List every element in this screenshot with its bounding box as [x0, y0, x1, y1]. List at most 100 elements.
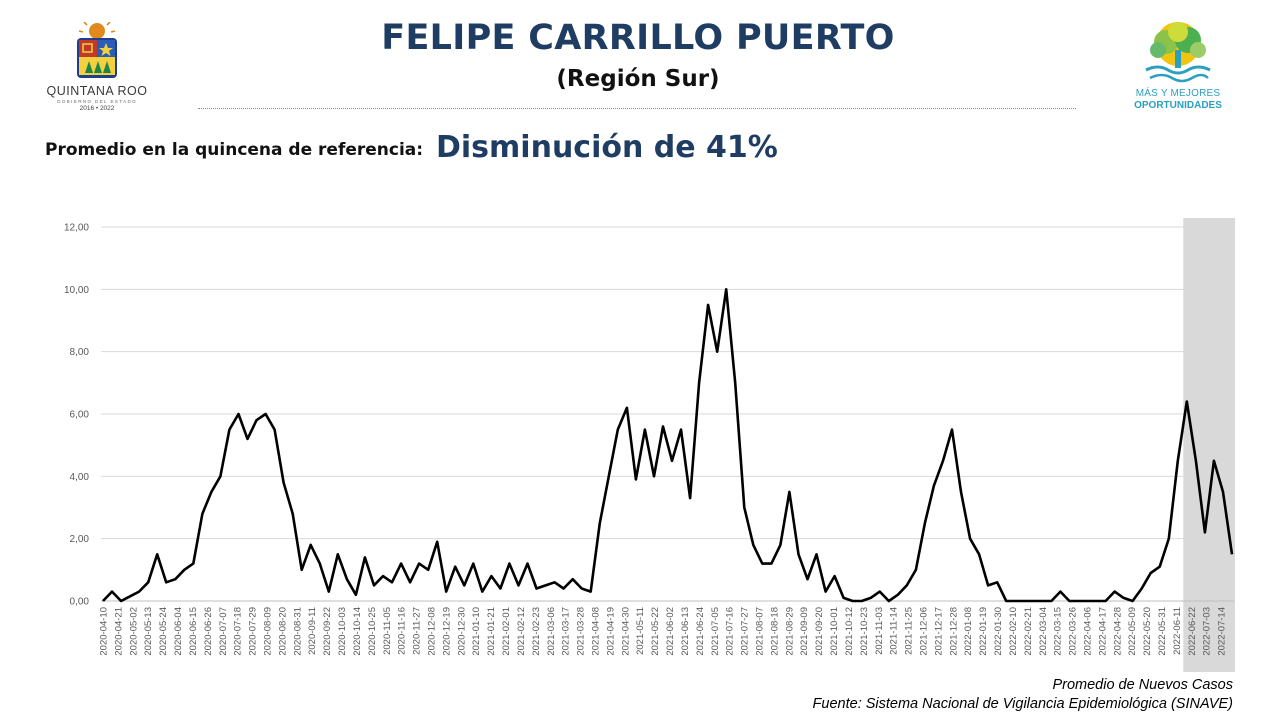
x-tick-label: 2022-05-31 — [1157, 607, 1168, 656]
x-tick-label: 2021-10-01 — [829, 607, 840, 656]
y-tick-label: 4,00 — [70, 472, 90, 483]
header-divider — [198, 108, 1076, 109]
x-tick-label: 2022-01-08 — [963, 607, 974, 656]
x-tick-label: 2021-10-12 — [844, 607, 855, 656]
x-tick-label: 2021-09-20 — [814, 607, 825, 656]
x-tick-label: 2022-04-17 — [1097, 607, 1108, 656]
x-tick-label: 2022-01-30 — [993, 607, 1004, 656]
x-tick-label: 2021-07-16 — [725, 607, 736, 656]
x-tick-label: 2021-02-12 — [516, 607, 527, 656]
x-tick-label: 2020-07-07 — [218, 607, 229, 656]
logo-brand-text: QUINTANA ROO — [46, 84, 148, 98]
x-tick-label: 2022-06-11 — [1172, 607, 1183, 655]
x-tick-label: 2021-03-06 — [546, 607, 557, 656]
x-tick-label: 2020-07-29 — [248, 607, 259, 656]
y-tick-label: 0,00 — [70, 597, 90, 608]
series-legend-label: Promedio de Nuevos Casos — [1052, 677, 1233, 693]
x-tick-label: 2021-02-01 — [501, 607, 512, 656]
x-tick-label: 2021-06-13 — [680, 607, 691, 656]
x-tick-label: 2022-02-21 — [1023, 607, 1034, 656]
x-tick-label: 2020-05-13 — [143, 607, 154, 656]
x-tick-label: 2021-04-19 — [605, 607, 616, 656]
y-tick-label: 12,00 — [64, 223, 89, 234]
x-tick-label: 2022-07-03 — [1202, 607, 1213, 656]
x-tick-label: 2022-04-28 — [1112, 607, 1123, 656]
x-tick-label: 2022-03-15 — [1053, 607, 1064, 656]
x-tick-label: 2021-06-24 — [695, 607, 706, 656]
x-tick-label: 2021-11-25 — [904, 607, 915, 655]
x-tick-label: 2021-08-18 — [769, 607, 780, 656]
x-tick-label: 2020-10-14 — [352, 607, 363, 656]
headline-value: Disminución de 41% — [436, 130, 778, 165]
x-tick-label: 2021-08-29 — [784, 607, 795, 656]
x-tick-label: 2021-10-23 — [859, 607, 870, 656]
x-tick-label: 2020-12-30 — [456, 607, 467, 656]
x-tick-label: 2022-02-10 — [1008, 607, 1019, 656]
x-tick-label: 2021-08-07 — [754, 607, 765, 656]
tree-logo-icon — [1145, 22, 1211, 83]
y-tick-label: 6,00 — [70, 410, 90, 421]
x-tick-label: 2020-04-10 — [99, 607, 110, 656]
x-axis-ticks: 2020-04-10 2020-04-21 2020-05-02 2020-05-13… — [99, 607, 1228, 656]
x-tick-label: 2021-07-27 — [740, 607, 751, 656]
x-tick-label: 2020-09-22 — [322, 607, 333, 656]
x-tick-label: 2022-05-20 — [1142, 607, 1153, 656]
x-tick-label: 2020-09-11 — [307, 607, 318, 655]
x-tick-label: 2021-04-30 — [620, 607, 631, 656]
x-tick-label: 2020-08-31 — [292, 607, 303, 656]
x-tick-label: 2021-02-23 — [531, 607, 542, 656]
x-tick-label: 2020-08-09 — [262, 607, 273, 656]
x-tick-label: 2020-08-20 — [277, 607, 288, 656]
y-tick-label: 8,00 — [70, 347, 90, 358]
x-tick-label: 2021-05-22 — [650, 607, 661, 656]
x-tick-label: 2021-12-17 — [933, 607, 944, 656]
logo-tagline-text: GOBIERNO DEL ESTADO — [56, 99, 138, 104]
new-cases-line-chart: 0,00 2,00 4,00 6,00 8,00 10,00 12,00 2020-04-1… — [64, 218, 1235, 672]
x-tick-label: 2020-06-26 — [203, 607, 214, 656]
x-tick-label: 2021-01-21 — [486, 607, 497, 656]
x-tick-label: 2022-07-14 — [1217, 607, 1228, 656]
chart-gridlines — [101, 226, 1234, 602]
x-tick-label: 2020-07-18 — [233, 607, 244, 656]
x-tick-label: 2020-11-05 — [382, 607, 393, 655]
x-tick-label: 2020-05-02 — [128, 607, 139, 656]
x-tick-label: 2020-11-16 — [397, 607, 408, 655]
x-tick-label: 2020-11-27 — [412, 607, 423, 655]
oportunidades-logo: MÁS Y MEJORES OPORTUNIDADES — [1128, 20, 1228, 114]
x-tick-label: 2022-04-06 — [1082, 607, 1093, 656]
logo-years-text: 2016 • 2022 — [79, 105, 115, 112]
x-tick-label: 2022-03-26 — [1068, 607, 1079, 656]
x-tick-label: 2021-06-02 — [665, 607, 676, 656]
logo-slogan-line1: MÁS Y MEJORES — [1135, 88, 1221, 99]
x-tick-label: 2021-03-28 — [576, 607, 587, 656]
logo-slogan-line2: OPORTUNIDADES — [1134, 100, 1222, 111]
x-tick-label: 2020-05-24 — [158, 607, 169, 656]
x-tick-label: 2022-03-04 — [1038, 607, 1049, 656]
y-tick-label: 10,00 — [64, 285, 89, 296]
page-title: FELIPE CARRILLO PUERTO — [381, 18, 895, 58]
x-tick-label: 2020-12-19 — [441, 607, 452, 656]
x-tick-label: 2020-10-03 — [337, 607, 348, 656]
page-subtitle: (Región Sur) — [556, 66, 720, 92]
x-tick-label: 2021-12-28 — [948, 607, 959, 656]
y-tick-label: 2,00 — [70, 534, 90, 545]
quintana-roo-logo: QUINTANA ROO GOBIERNO DEL ESTADO 2016 • … — [40, 18, 160, 114]
x-tick-label: 2020-10-25 — [367, 607, 378, 656]
state-coat-of-arms-icon — [77, 22, 117, 78]
x-tick-label: 2020-04-21 — [113, 607, 124, 656]
x-tick-label: 2021-12-06 — [918, 607, 929, 656]
source-note: Fuente: Sistema Nacional de Vigilancia E… — [812, 696, 1233, 712]
x-tick-label: 2022-06-22 — [1187, 607, 1198, 656]
series-line-nuevos-casos — [102, 288, 1234, 603]
x-tick-label: 2021-07-05 — [710, 607, 721, 656]
highlight-band — [1183, 218, 1235, 672]
x-tick-label: 2022-01-19 — [978, 607, 989, 656]
x-tick-label: 2021-04-08 — [590, 607, 601, 656]
y-axis-ticks: 0,00 2,00 4,00 6,00 8,00 10,00 12,00 — [64, 223, 89, 608]
x-tick-label: 2020-12-08 — [426, 607, 437, 656]
headline-label: Promedio en la quincena de referencia: — [45, 140, 424, 160]
x-tick-label: 2021-03-17 — [561, 607, 572, 656]
x-tick-label: 2021-11-14 — [889, 607, 900, 655]
x-tick-label: 2021-05-11 — [635, 607, 646, 655]
x-tick-label: 2021-09-09 — [799, 607, 810, 656]
